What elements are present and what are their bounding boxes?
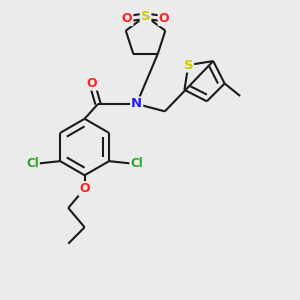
Text: O: O	[159, 12, 169, 25]
Text: Cl: Cl	[130, 157, 143, 170]
Text: S: S	[141, 10, 150, 23]
Text: S: S	[184, 58, 193, 71]
Text: O: O	[79, 182, 90, 195]
Text: N: N	[131, 98, 142, 110]
Text: Cl: Cl	[26, 157, 39, 170]
Text: O: O	[122, 12, 132, 25]
Text: O: O	[87, 76, 98, 90]
